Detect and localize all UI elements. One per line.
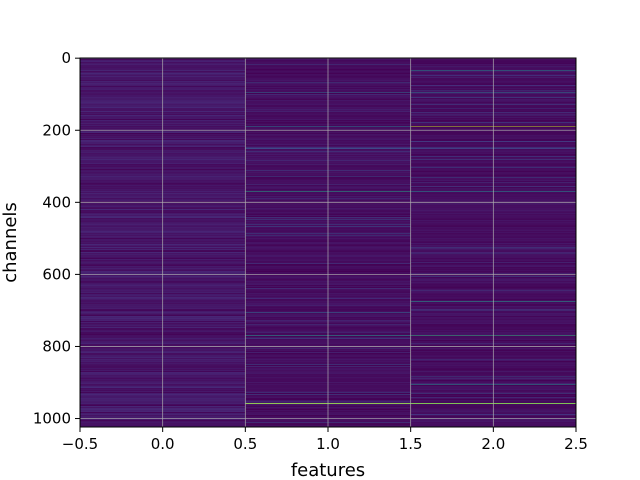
y-tick-label: 0 — [61, 49, 71, 67]
y-tick-label: 600 — [42, 265, 71, 283]
y-tick-label: 800 — [42, 337, 71, 355]
x-axis: −0.5 0.0 0.5 1.0 1.5 2.0 2.5 — [62, 427, 588, 453]
y-tick-label: 400 — [42, 193, 71, 211]
y-axis-label: channels — [0, 202, 21, 283]
x-axis-label: features — [291, 460, 365, 480]
x-tick-label: 1.5 — [399, 435, 423, 453]
x-tick-label: −0.5 — [62, 435, 98, 453]
x-tick-label: 2.0 — [481, 435, 505, 453]
x-tick-label: 2.5 — [564, 435, 588, 453]
x-tick-label: 0.5 — [233, 435, 257, 453]
x-tick-label: 1.0 — [316, 435, 340, 453]
y-tick-label: 200 — [42, 121, 71, 139]
plot-area — [80, 58, 576, 427]
y-tick-label: 1000 — [33, 410, 71, 428]
x-tick-label: 0.0 — [151, 435, 175, 453]
y-axis: 0 200 400 600 800 1000 — [33, 49, 80, 428]
